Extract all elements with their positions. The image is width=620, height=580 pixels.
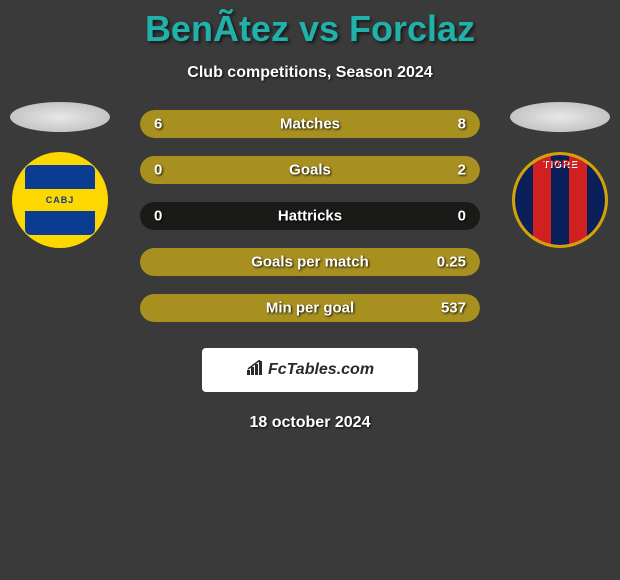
page-title: BenÃ­tez vs Forclaz <box>0 0 620 50</box>
right-player-silhouette <box>510 102 610 132</box>
boca-shield: CABJ <box>25 165 95 235</box>
boca-band-text: CABJ <box>25 189 95 211</box>
left-player-slot: CABJ <box>10 102 110 248</box>
stat-value-right: 2 <box>458 162 466 179</box>
chart-icon <box>246 360 266 381</box>
branding-text: FcTables.com <box>268 361 374 379</box>
stat-label: Matches <box>280 116 340 133</box>
stat-value-left: 6 <box>154 116 162 133</box>
left-player-silhouette <box>10 102 110 132</box>
right-club-badge: TIGRE <box>512 152 608 248</box>
stat-value-right: 0.25 <box>437 254 466 271</box>
stat-bar: 0 Goals 2 <box>140 156 480 184</box>
stat-value-left: 0 <box>154 208 162 225</box>
stat-label: Min per goal <box>266 300 354 317</box>
date-label: 18 october 2024 <box>0 414 620 432</box>
stat-value-right: 537 <box>441 300 466 317</box>
right-player-slot: TIGRE <box>510 102 610 248</box>
tigre-stripe <box>515 155 533 245</box>
stat-bar: Goals per match 0.25 <box>140 248 480 276</box>
stat-bar: 6 Matches 8 <box>140 110 480 138</box>
stat-value-right: 0 <box>458 208 466 225</box>
stat-value-right: 8 <box>458 116 466 133</box>
stat-bar: 0 Hattricks 0 <box>140 202 480 230</box>
subtitle: Club competitions, Season 2024 <box>0 64 620 82</box>
stat-bar: Min per goal 537 <box>140 294 480 322</box>
stat-label: Goals per match <box>251 254 369 271</box>
stat-label: Hattricks <box>278 208 342 225</box>
branding-box: FcTables.com <box>202 348 418 392</box>
stat-value-left: 0 <box>154 162 162 179</box>
stat-label: Goals <box>289 162 331 179</box>
tigre-stripe <box>587 155 605 245</box>
left-club-badge: CABJ <box>12 152 108 248</box>
stats-bars: 6 Matches 8 0 Goals 2 0 Hattricks 0 Goals per mat… <box>140 110 480 322</box>
comparison-area: CABJ TIGRE 6 Matches 8 0 Goals 2 0 Hattricks 0 Go… <box>0 110 620 322</box>
tigre-label-text: TIGRE <box>542 159 578 170</box>
